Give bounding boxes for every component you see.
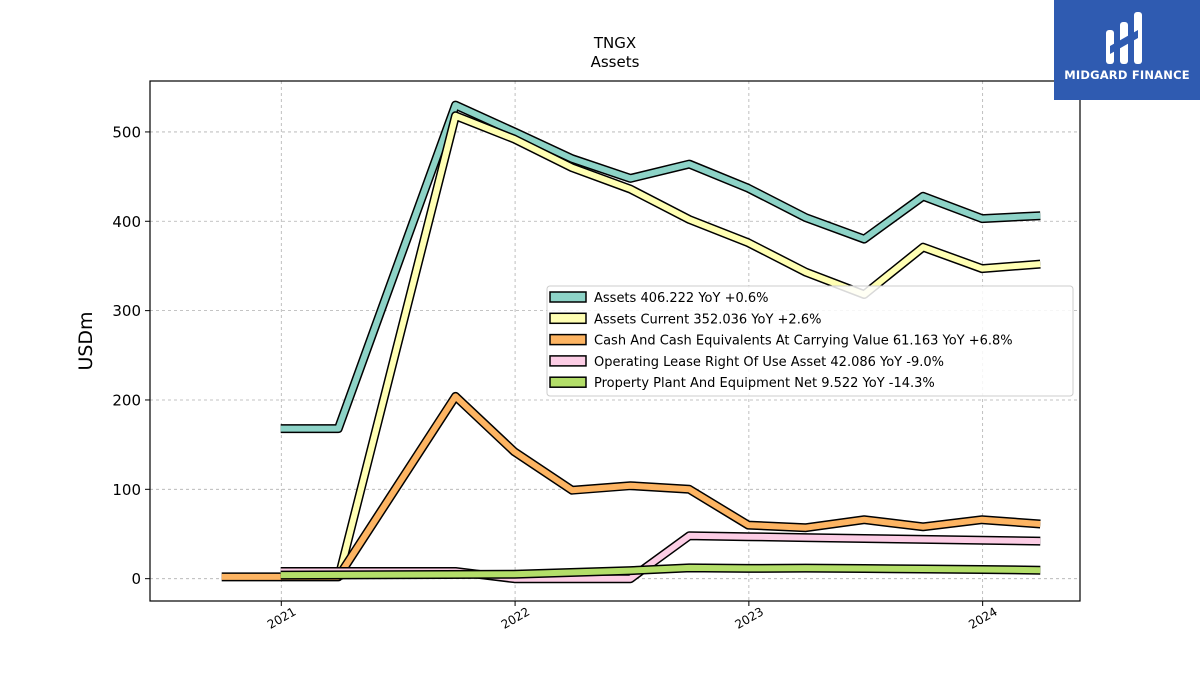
y-tick-label: 400	[112, 213, 141, 231]
legend-label: Assets Current 352.036 YoY +2.6%	[594, 312, 821, 327]
y-tick-label: 300	[112, 302, 141, 320]
legend-swatch	[549, 333, 587, 346]
logo-text: MIDGARD FINANCE	[1064, 68, 1190, 82]
legend-label: Assets 406.222 YoY +0.6%	[594, 291, 769, 306]
logo-mark-icon	[1106, 12, 1142, 64]
legend: Assets 406.222 YoY +0.6% Assets Current 3…	[546, 285, 1074, 397]
x-tick-label: 2024	[966, 604, 999, 631]
series-line	[280, 102, 1041, 432]
chart-subtitle: Assets	[591, 53, 640, 71]
y-tick-label: 100	[112, 481, 141, 499]
series-line	[221, 393, 1041, 580]
x-tick-label: 2022	[499, 604, 532, 631]
legend-swatch	[549, 376, 587, 388]
y-axis-label: USDm	[75, 311, 97, 370]
legend-label: Operating Lease Right Of Use Asset 42.08…	[594, 355, 944, 370]
y-tick-label: 200	[112, 391, 141, 409]
legend-swatch	[549, 312, 587, 325]
y-tick-label: 0	[131, 570, 141, 588]
series-lines	[221, 100, 1041, 584]
legend-swatch	[549, 291, 587, 303]
y-tick-label: 500	[112, 123, 141, 141]
series-line	[335, 112, 1041, 580]
legend-label: Cash And Cash Equivalents At Carrying Va…	[594, 334, 1013, 349]
legend-box	[546, 285, 1074, 397]
series-line	[280, 564, 1041, 579]
chart-title: TNGX	[593, 34, 636, 52]
x-tick-label: 2021	[265, 604, 298, 631]
x-tick-label: 2023	[732, 604, 765, 631]
plot-frame	[149, 80, 1081, 602]
brand-logo: MIDGARD FINANCE	[1054, 0, 1200, 100]
legend-swatch	[549, 355, 587, 367]
legend-label: Property Plant And Equipment Net 9.522 Y…	[594, 376, 935, 391]
